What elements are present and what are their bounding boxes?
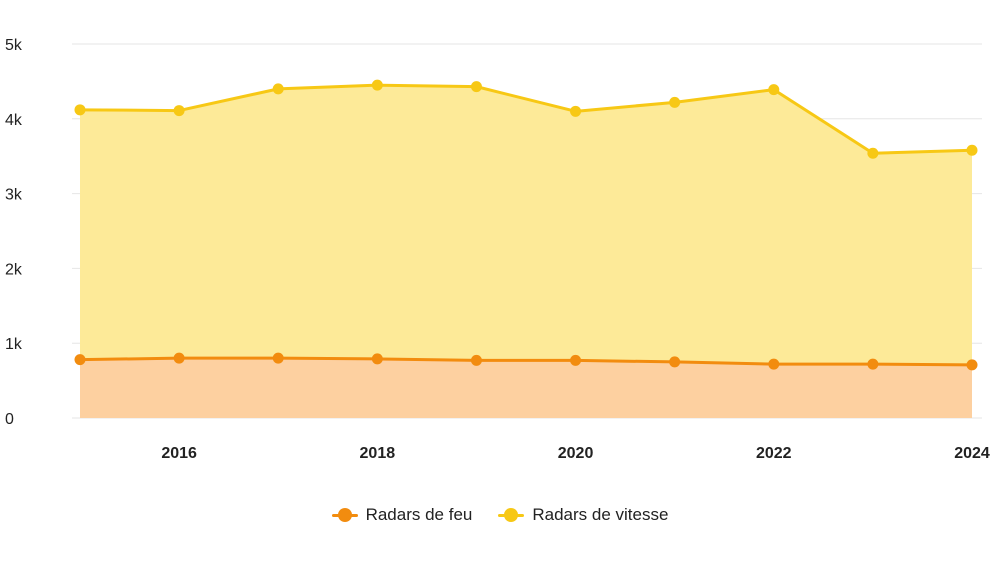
legend-item-radars-de-vitesse[interactable]: Radars de vitesse — [498, 505, 668, 525]
x-tick-label: 2022 — [756, 445, 792, 462]
legend-swatch-radars-de-feu — [331, 508, 358, 522]
y-tick-label: 3k — [5, 187, 23, 204]
x-tick-label: 2024 — [954, 445, 990, 462]
point-radars-de-feu — [570, 354, 582, 366]
point-radars-de-vitesse — [173, 105, 185, 117]
y-tick-label: 1k — [5, 336, 23, 353]
point-radars-de-vitesse — [966, 144, 978, 156]
legend-swatch-radars-de-vitesse — [498, 508, 525, 522]
area-radars-de-vitesse — [80, 85, 972, 365]
y-tick-label: 4k — [5, 112, 23, 129]
x-tick-label: 2016 — [161, 445, 197, 462]
point-radars-de-feu — [74, 354, 86, 366]
point-radars-de-vitesse — [371, 79, 383, 91]
point-radars-de-vitesse — [669, 96, 681, 108]
x-tick-label: 2018 — [360, 445, 396, 462]
legend-dot-radars-de-feu — [337, 508, 352, 522]
point-radars-de-feu — [371, 353, 383, 365]
legend: Radars de feu Radars de vitesse — [0, 505, 1000, 525]
point-radars-de-vitesse — [272, 83, 284, 95]
y-tick-label: 0 — [5, 411, 14, 428]
point-radars-de-vitesse — [74, 104, 86, 116]
line-radars-de-vitesse — [79, 83, 973, 155]
point-radars-de-vitesse — [768, 84, 780, 96]
area-radars-de-feu — [80, 358, 972, 418]
point-radars-de-vitesse — [570, 105, 582, 117]
x-tick-label: 2020 — [558, 445, 594, 462]
point-radars-de-vitesse — [867, 147, 879, 159]
point-radars-de-feu — [173, 352, 185, 364]
legend-item-radars-de-feu[interactable]: Radars de feu — [331, 505, 473, 525]
point-radars-de-feu — [768, 358, 780, 370]
legend-dot-radars-de-vitesse — [504, 508, 519, 522]
point-radars-de-feu — [669, 356, 681, 368]
y-tick-label: 2k — [5, 261, 23, 278]
legend-label-radars-de-vitesse: Radars de vitesse — [532, 505, 669, 524]
line-radars-de-feu — [79, 356, 973, 367]
point-radars-de-feu — [272, 352, 284, 364]
y-tick-label: 5k — [5, 37, 23, 54]
point-radars-de-vitesse — [470, 81, 482, 93]
point-radars-de-feu — [470, 354, 482, 366]
point-radars-de-feu — [966, 359, 978, 371]
legend-label-radars-de-feu: Radars de feu — [365, 505, 473, 524]
point-radars-de-feu — [867, 358, 879, 370]
plot-area: 0 1k 2k 3k 4k 5k 2016 2018 2020 2022 2024 — [5, 37, 990, 462]
